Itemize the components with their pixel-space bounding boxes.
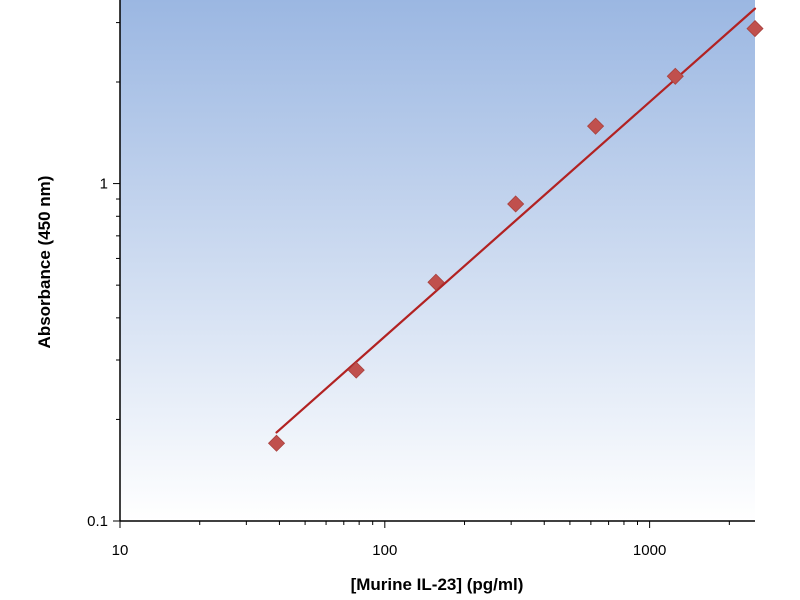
axes xyxy=(119,0,755,522)
x-tick-label: 100 xyxy=(372,542,397,559)
plot-area xyxy=(120,0,755,521)
data-point xyxy=(587,117,605,135)
x-tick-label: 1000 xyxy=(633,542,666,559)
y-tick-label: 1 xyxy=(100,176,108,193)
data-point xyxy=(507,195,525,213)
data-point xyxy=(746,20,764,38)
data-point xyxy=(427,273,445,291)
tick-labels: 10 100 1000 0.1 1 xyxy=(87,176,666,559)
data-points xyxy=(267,20,764,452)
x-axis-label: [Murine IL-23] (pg/ml) xyxy=(351,575,524,594)
data-point xyxy=(347,361,365,379)
y-axis-label: Absorbance (450 nm) xyxy=(35,176,54,349)
data-point xyxy=(666,67,684,85)
y-tick-label: 0.1 xyxy=(87,513,108,530)
data-point xyxy=(267,434,286,452)
x-tick-label: 10 xyxy=(112,542,129,559)
